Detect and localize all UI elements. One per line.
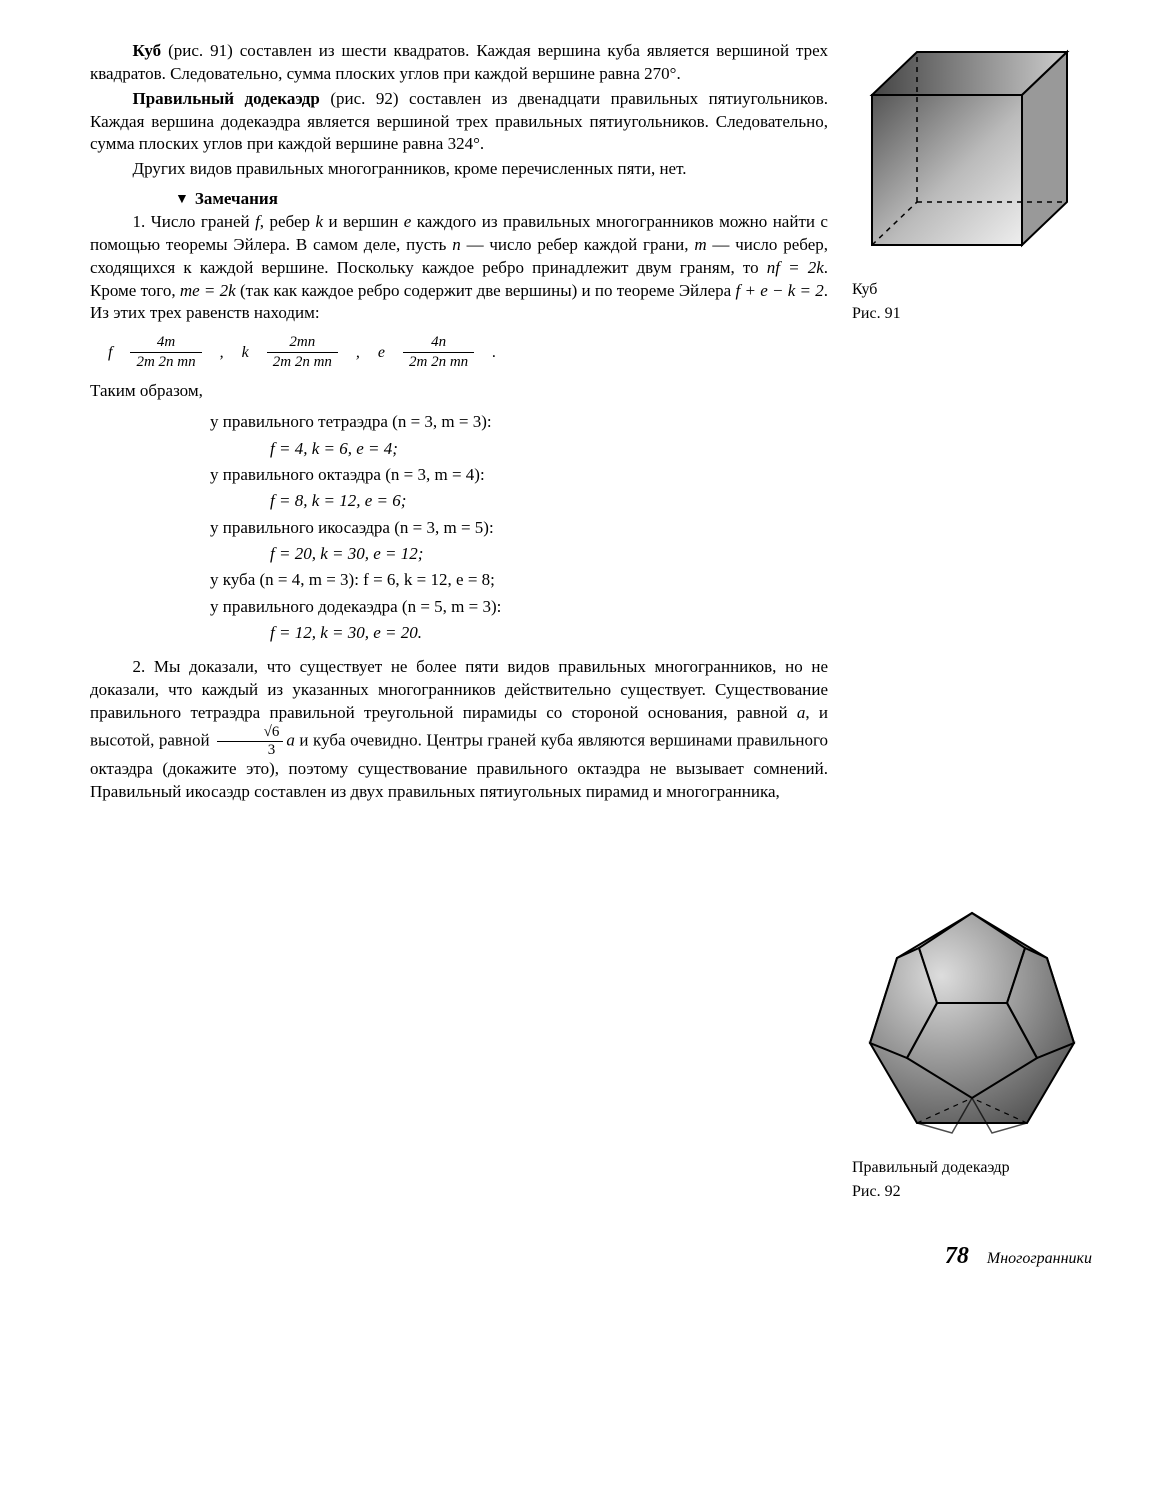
frac-f: 4m 2m 2n mn xyxy=(130,335,201,370)
triangle-marker-icon: ▼ xyxy=(133,191,189,210)
frac-sqrt6-3: √63 xyxy=(217,725,283,758)
paragraph-dodecahedron: Правильный додекаэдр (рис. 92) составлен… xyxy=(90,88,828,157)
note-2: 2. Мы доказали, что существует не более … xyxy=(90,656,828,804)
main-column: Куб (рис. 91) составлен из шести квадрат… xyxy=(90,40,828,1216)
paragraph-cube: Куб (рис. 91) составлен из шести квадрат… xyxy=(90,40,828,86)
fig92-caption: Правильный додекаэдр Рис. 92 xyxy=(852,1156,1102,1204)
thus: Таким образом, xyxy=(90,380,828,403)
chapter-label: Многогранники xyxy=(987,1248,1092,1270)
fig91-caption: Куб Рис. 91 xyxy=(852,278,1102,326)
frac-e: 4n 2m 2n mn xyxy=(403,335,474,370)
side-column: Куб Рис. 91 xyxy=(852,40,1102,1216)
paragraph-other: Других видов правильных многогранников, … xyxy=(90,158,828,181)
page-footer: 78 Многогранники xyxy=(90,1240,1102,1272)
calculations: у правильного тетраэдра (n = 3, m = 3): … xyxy=(210,409,828,646)
figure-92: Правильный додекаэдр Рис. 92 xyxy=(852,898,1102,1204)
cube-icon xyxy=(852,40,1082,270)
page-number: 78 xyxy=(945,1240,969,1272)
note-1: 1. Число граней f, ребер k и вершин e ка… xyxy=(90,211,828,326)
frac-k: 2mn 2m 2n mn xyxy=(267,335,338,370)
lead-dodeca: Правильный додекаэдр xyxy=(133,89,320,108)
remarks-heading: ▼Замечания xyxy=(90,188,828,211)
formula-row: f 4m 2m 2n mn , k 2mn 2m 2n mn , e 4n 2m… xyxy=(108,335,828,370)
dodecahedron-icon xyxy=(852,898,1092,1148)
figure-91: Куб Рис. 91 xyxy=(852,40,1102,326)
lead-cube: Куб xyxy=(133,41,162,60)
